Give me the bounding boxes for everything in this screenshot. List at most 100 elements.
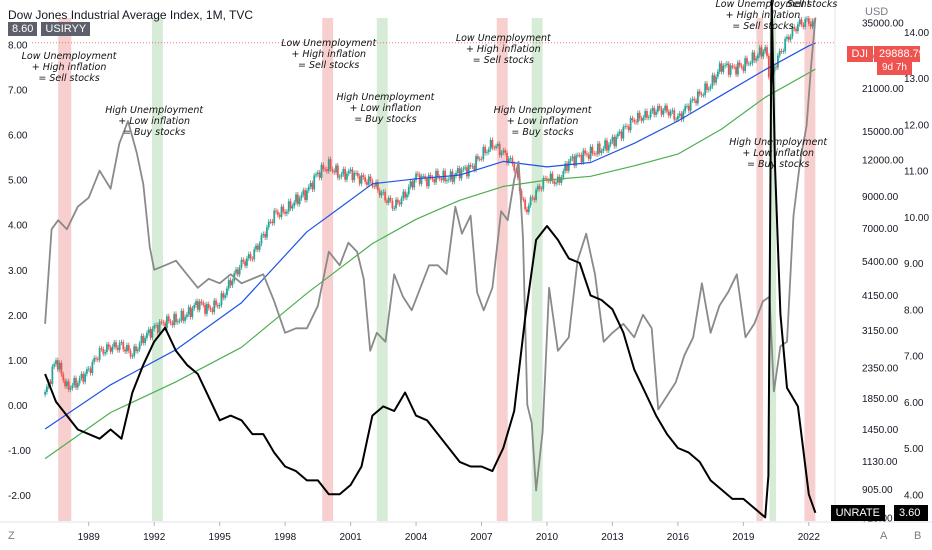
dji-candle (306, 190, 308, 200)
dji-candle (100, 348, 103, 350)
log-scale-button[interactable]: B (914, 530, 922, 542)
dji-candle (762, 51, 765, 57)
dji-candle (166, 316, 168, 329)
dji-candle (300, 194, 303, 199)
dji-candle (511, 158, 514, 164)
dji-candle (215, 300, 217, 305)
dji-candle (387, 197, 390, 203)
dji-candle (84, 373, 86, 382)
dji-candle (711, 75, 714, 87)
dji-candle (340, 174, 343, 177)
x-axis-tick: 2016 (667, 532, 690, 543)
dji-candle (786, 36, 788, 39)
dji-candle (800, 19, 803, 25)
dji-candle (404, 191, 407, 198)
dji-candle (720, 63, 723, 72)
dji-candle (386, 200, 388, 203)
dji-candle (691, 98, 694, 101)
dji-candle (147, 329, 150, 334)
annotation: Low Unemployment + High inflation = Sell s… (281, 38, 376, 71)
right-axis-tick: 10.00 (904, 213, 929, 224)
dji-candle (713, 75, 716, 83)
zoom-button[interactable]: Z (8, 530, 15, 542)
x-axis-tick: 1998 (274, 532, 297, 543)
dji-candle (329, 159, 332, 170)
dji-candle (69, 388, 72, 390)
dji-candle (262, 233, 265, 236)
dji-candle (235, 269, 237, 274)
dji-candle (633, 120, 636, 122)
dji-candle (740, 65, 743, 67)
dji-candle (553, 181, 556, 184)
price-tag-countdown: 9d 7h (876, 60, 912, 75)
dji-candle (191, 308, 194, 317)
dji-candle (500, 152, 503, 156)
right-axis-tick: 5.00 (904, 444, 924, 455)
title-row: Dow Jones Industrial Average Index, 1M, … (8, 8, 253, 22)
mid-axis-tick: 35000.00 (862, 19, 904, 30)
dji-candle (369, 176, 372, 182)
dji-candle (247, 254, 250, 259)
dji-candle (149, 329, 152, 338)
dji-candle (351, 169, 354, 181)
dji-candle (164, 323, 167, 329)
dji-candle (496, 143, 499, 147)
dji-candle (402, 191, 405, 199)
dji-candle (113, 342, 116, 347)
dji-candle (407, 186, 410, 195)
dji-candle (64, 380, 66, 387)
dji-candle (362, 175, 365, 178)
dji-candle (86, 369, 88, 374)
dji-candle (527, 205, 530, 213)
dji-candle (758, 47, 761, 56)
dji-candle (326, 169, 328, 172)
dji-candle (395, 199, 397, 209)
dji-candle (107, 344, 110, 348)
dji-candle (333, 170, 336, 173)
dji-candle (522, 199, 525, 200)
dji-candle (767, 55, 770, 77)
dji-candle (89, 368, 92, 374)
dji-candle (680, 113, 683, 120)
dji-candle (673, 110, 676, 120)
dji-candle (256, 245, 259, 250)
dji-candle (447, 179, 450, 181)
dji-candle (749, 63, 752, 65)
dji-candle (606, 140, 608, 151)
dji-candle (604, 140, 607, 149)
dji-candle (104, 352, 106, 354)
dji-candle (96, 359, 99, 360)
dji-candle (620, 131, 623, 139)
dji-candle (260, 235, 263, 244)
dji-candle (755, 58, 757, 61)
x-axis-tick: 1995 (209, 532, 232, 543)
dji-candle (764, 47, 767, 52)
dji-candle (456, 168, 459, 173)
dji-candle (660, 108, 663, 115)
dji-candle (286, 211, 288, 214)
dji-candle (466, 167, 468, 177)
dji-candle (744, 58, 747, 71)
dji-candle (618, 131, 621, 134)
left-axis-tick: 6.00 (8, 131, 28, 142)
badge-symbol: USIRYY (41, 22, 91, 36)
dji-candle (415, 173, 417, 180)
dji-candle (746, 58, 748, 64)
dji-candle (536, 186, 539, 190)
series-lines (44, 0, 817, 519)
dji-candle (167, 316, 170, 322)
right-axis-tick: 11.00 (904, 167, 929, 178)
series-line-moving-average-slow- (44, 68, 816, 460)
right-axis-tick: 12.00 (904, 120, 929, 131)
dji-candle (151, 328, 154, 338)
annotation-line: = Buy stocks (747, 158, 810, 170)
dji-candle (244, 261, 247, 266)
dji-candle (567, 161, 570, 171)
dji-candle (227, 280, 230, 289)
auto-scale-button[interactable]: A (880, 530, 888, 542)
dji-candle (358, 176, 361, 184)
dji-candle (109, 347, 112, 352)
dji-candle (464, 167, 467, 169)
dji-candle (242, 259, 245, 262)
dji-candle (44, 392, 46, 395)
